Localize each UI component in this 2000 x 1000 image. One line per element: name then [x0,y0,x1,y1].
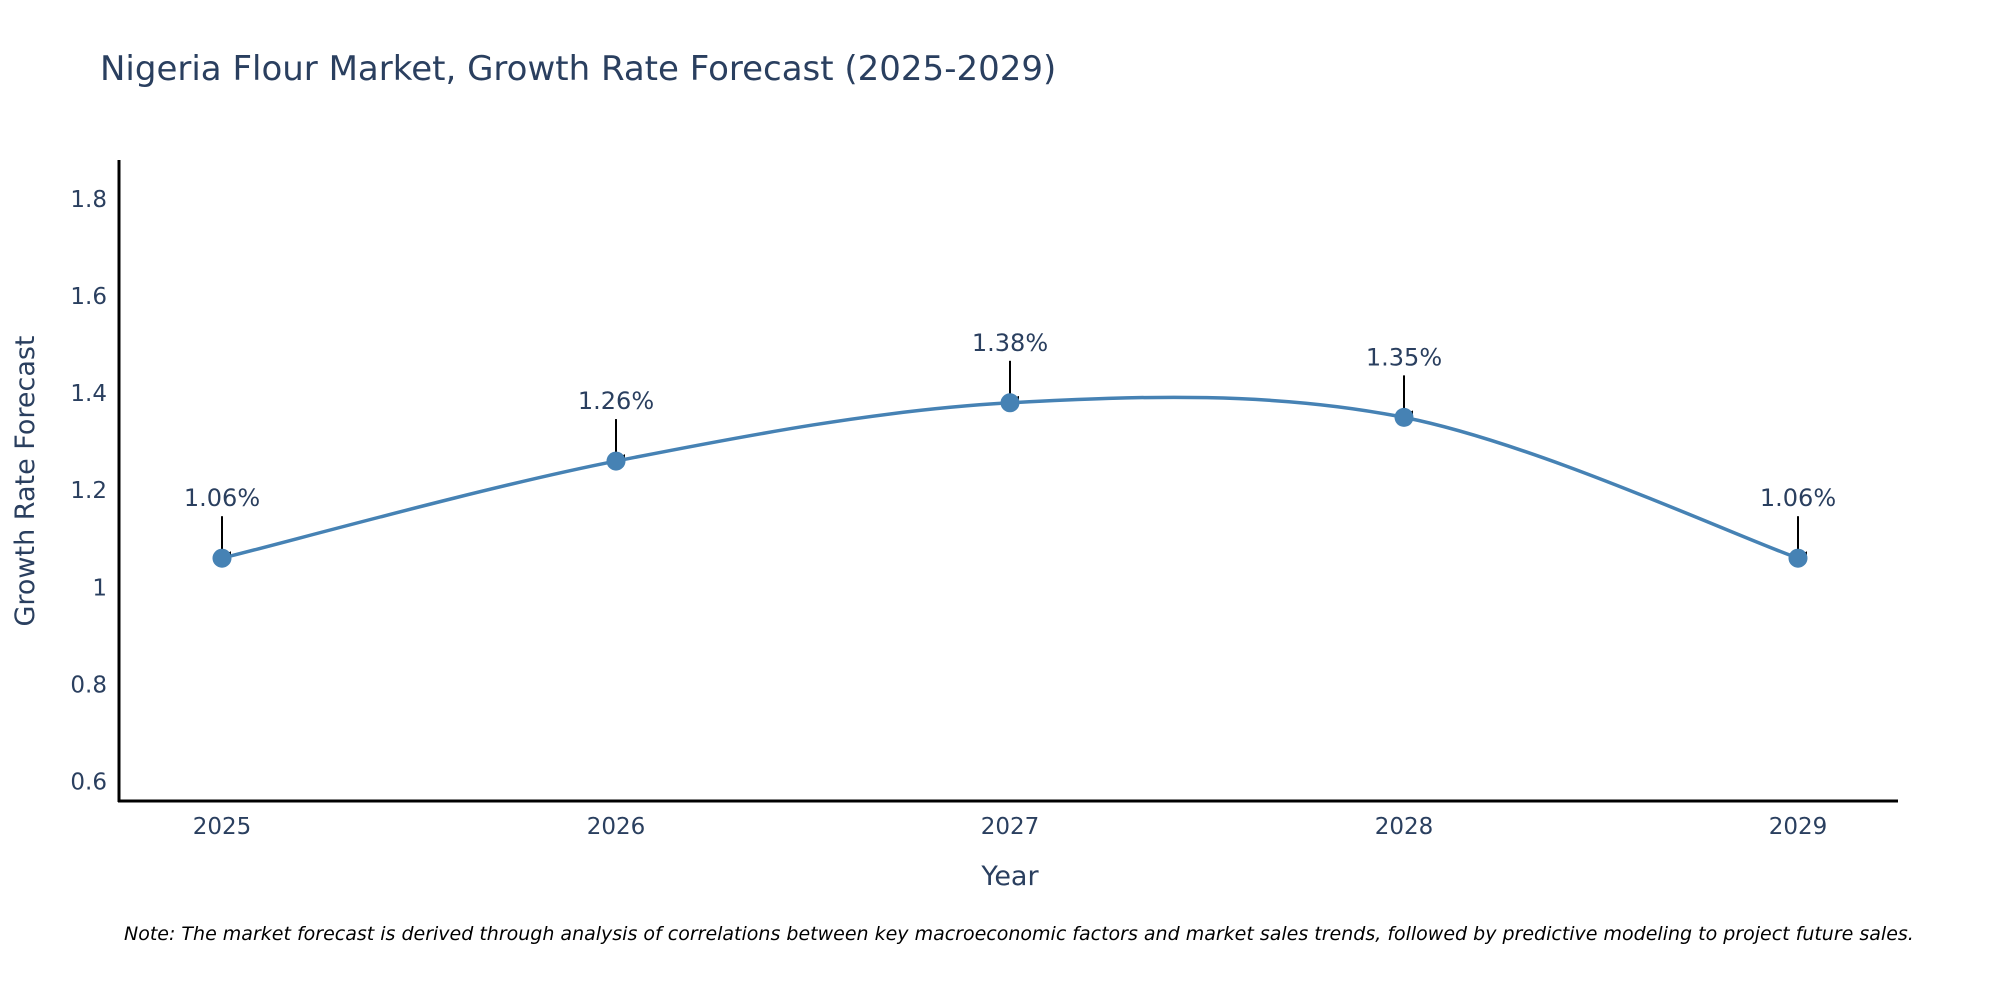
chart-title: Nigeria Flour Market, Growth Rate Foreca… [100,49,1056,89]
data-point-2027 [1000,393,1020,413]
data-label-2025: 1.06% [184,484,260,512]
y-axis-title: Growth Rate Forecast [10,335,41,626]
x-tick-label: 2028 [1375,814,1434,840]
data-label-2026: 1.26% [578,387,654,415]
footnote: Note: The market forecast is derived thr… [124,923,1914,945]
y-tick-label: 1 [92,575,107,601]
y-tick-label: 1.4 [70,381,107,407]
data-label-2029: 1.06% [1760,484,1836,512]
x-axis-ticks: 2025 2026 2027 2028 2029 [193,814,1828,840]
data-points [212,393,1808,568]
data-point-2028 [1394,407,1414,427]
y-tick-label: 1.8 [70,187,107,213]
y-tick-label: 0.6 [70,770,107,796]
y-tick-label: 1.2 [70,478,107,504]
x-tick-label: 2027 [981,814,1040,840]
x-tick-label: 2026 [587,814,646,840]
x-tick-label: 2025 [193,814,252,840]
x-tick-label: 2029 [1769,814,1828,840]
annotation-arrows [221,360,1807,562]
y-tick-label: 1.6 [70,284,107,310]
x-axis-title: Year [980,861,1039,892]
data-label-2028: 1.35% [1366,343,1442,371]
y-tick-label: 0.8 [70,672,107,698]
data-point-2029 [1788,548,1808,568]
data-label-2027: 1.38% [972,329,1048,357]
series-line [221,395,1799,560]
y-axis-ticks: 0.6 0.8 1 1.2 1.4 1.6 1.8 [70,187,107,796]
data-point-2025 [212,548,232,568]
data-labels: 1.06% 1.26% 1.38% 1.35% 1.06% [184,329,1836,512]
data-point-2026 [606,451,626,471]
